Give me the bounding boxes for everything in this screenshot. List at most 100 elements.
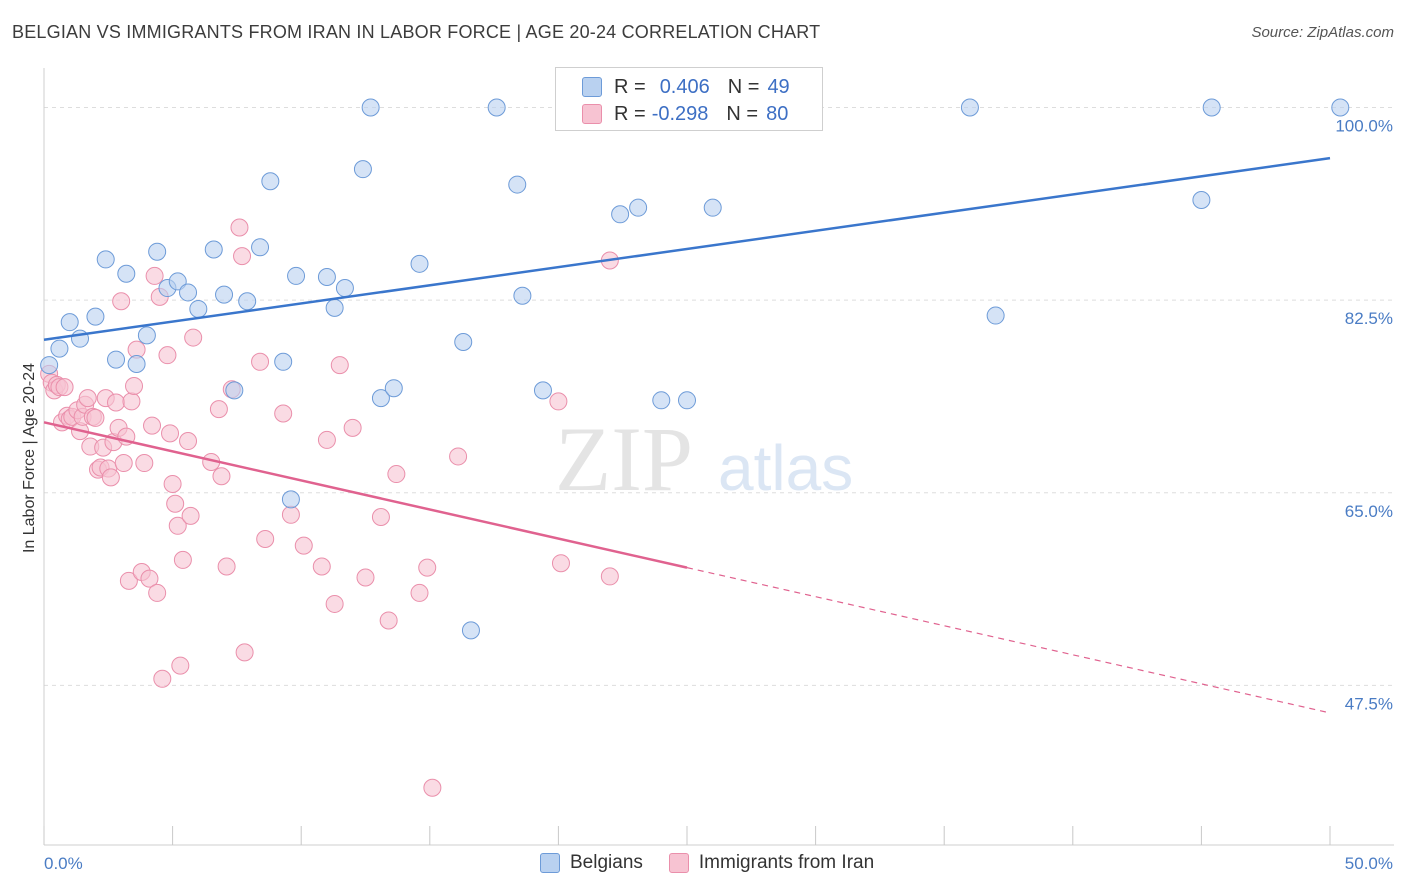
iran-point	[212, 467, 231, 486]
iran-point	[158, 346, 177, 365]
iran-point	[101, 468, 120, 487]
belgians-swatch	[582, 77, 602, 97]
belgians-r-value: 0.406	[659, 75, 710, 98]
iran-point	[600, 567, 619, 586]
iran-point	[107, 393, 126, 412]
series-iran-points	[40, 218, 619, 797]
belgian-point	[384, 379, 403, 398]
legend-row-belgians: R = 0.406 N = 49	[582, 74, 790, 100]
iran-point	[135, 454, 154, 473]
iran-point	[125, 377, 144, 395]
iran-point	[209, 400, 228, 419]
iran-point	[317, 430, 336, 449]
iran-n-value: 80	[766, 102, 789, 125]
iran-point	[171, 656, 190, 675]
belgian-point	[629, 198, 648, 217]
axes	[43, 68, 1394, 846]
x-axis-ticks	[43, 826, 1331, 845]
chart-source: Source: ZipAtlas.com	[1251, 24, 1394, 41]
y-tick-label: 47.5%	[1345, 694, 1393, 713]
watermark-atlas: atlas	[718, 432, 853, 504]
belgian-point	[508, 175, 527, 194]
iran-point	[184, 328, 203, 347]
y-tick-label: 100.0%	[1335, 117, 1393, 136]
iran-n-label: N =	[726, 102, 759, 125]
belgian-point	[960, 98, 979, 117]
belgian-point	[317, 268, 336, 287]
iran-point	[119, 571, 138, 590]
iran-point	[356, 568, 375, 587]
belgian-point	[96, 250, 115, 269]
iran-point	[145, 266, 164, 285]
stats-legend: R = 0.406 N = 49 R = -0.298 N = 80	[555, 67, 823, 131]
belgian-point	[261, 172, 280, 191]
series-legend: Belgians Immigrants from Iran	[540, 852, 900, 874]
belgian-point	[461, 621, 480, 640]
iran-point	[140, 569, 159, 588]
belgian-point	[986, 306, 1005, 325]
iran-point	[143, 416, 162, 435]
belgian-point	[225, 381, 244, 400]
belgian-point	[40, 356, 59, 375]
belgian-point	[281, 490, 300, 509]
iran-point	[449, 447, 468, 466]
y-axis-tick-labels: 47.5% 65.0% 82.5% 100.0%	[1335, 117, 1393, 714]
legend-item-belgians[interactable]: Belgians	[540, 852, 643, 874]
belgian-point	[107, 350, 126, 369]
iran-point	[55, 378, 74, 397]
belgian-point	[1202, 98, 1221, 117]
iran-point	[251, 352, 270, 371]
watermark-zip: ZIP	[555, 408, 693, 510]
iran-point	[294, 536, 313, 555]
belgian-point	[1331, 98, 1350, 117]
x-axis-tick-labels: 0.0% 50.0%	[44, 854, 1393, 873]
iran-point	[235, 643, 254, 662]
belgian-point	[50, 339, 69, 358]
iran-point	[325, 594, 344, 613]
gridlines	[44, 107, 1394, 686]
iran-point	[173, 550, 192, 569]
belgian-point	[611, 205, 630, 224]
iran-r-value: -0.298	[651, 102, 709, 125]
iran-point	[410, 583, 429, 602]
iran-point	[281, 505, 300, 524]
chart-title: BELGIAN VS IMMIGRANTS FROM IRAN IN LABOR…	[12, 22, 821, 42]
iran-point	[122, 392, 141, 411]
belgian-point	[325, 298, 344, 317]
legend-item-iran[interactable]: Immigrants from Iran	[668, 852, 875, 874]
belgian-point	[703, 198, 722, 217]
iran-point	[163, 474, 182, 493]
iran-point	[217, 557, 236, 576]
iran-point	[179, 432, 198, 451]
iran-trend-line	[43, 421, 688, 569]
belgians-trend-line	[43, 156, 1331, 342]
iran-trend-line-extrapolated	[686, 567, 1331, 714]
belgian-point	[168, 272, 187, 291]
belgian-point	[189, 299, 208, 318]
x-tick-label-min: 0.0%	[44, 854, 83, 873]
belgian-point	[678, 391, 696, 410]
y-tick-label: 82.5%	[1345, 309, 1393, 328]
belgian-point	[454, 332, 473, 351]
belgians-r-label: R =	[614, 75, 646, 98]
iran-r-label: R =	[614, 102, 646, 125]
iran-point	[86, 408, 105, 427]
iran-legend-label: Immigrants from Iran	[698, 852, 875, 873]
belgian-point	[371, 389, 390, 408]
iran-point	[181, 506, 200, 525]
belgians-legend-swatch	[540, 853, 560, 873]
belgian-point	[335, 279, 354, 298]
belgian-point	[238, 292, 257, 311]
iran-legend-swatch	[668, 853, 689, 873]
belgian-point	[127, 354, 146, 373]
belgian-point	[287, 266, 306, 285]
y-axis-title: In Labor Force | Age 20-24	[21, 363, 38, 553]
iran-point	[274, 404, 293, 423]
x-tick-label-max: 50.0%	[1345, 854, 1393, 873]
belgian-point	[487, 98, 506, 117]
belgians-legend-label: Belgians	[570, 852, 643, 873]
iran-point	[418, 558, 437, 577]
y-tick-label: 65.0%	[1345, 502, 1393, 521]
iran-point	[549, 392, 568, 411]
